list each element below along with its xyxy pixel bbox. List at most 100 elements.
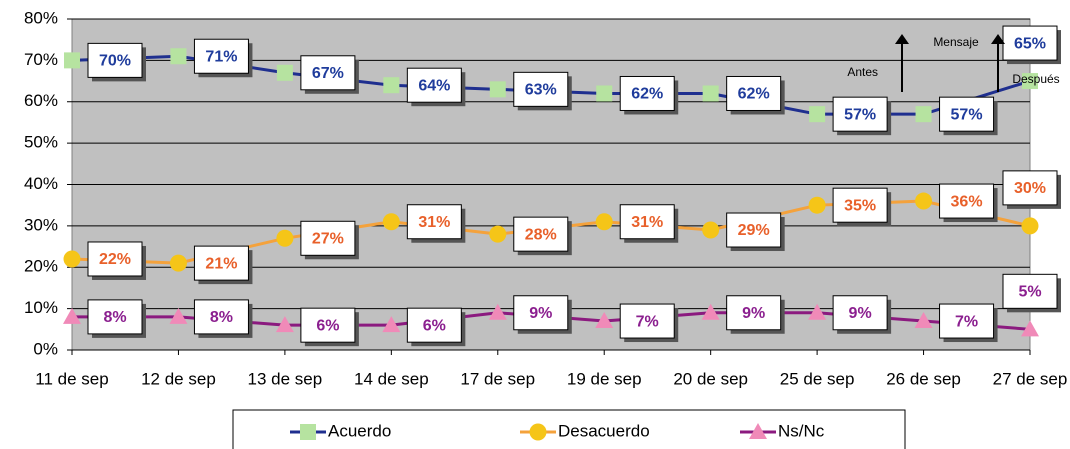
data-label: 6% bbox=[300, 307, 359, 347]
value-label: 64% bbox=[418, 77, 450, 94]
label-box bbox=[1002, 170, 1058, 206]
annotation: Mensaje bbox=[933, 35, 979, 49]
data-label: 29% bbox=[726, 212, 785, 252]
value-label: 71% bbox=[205, 48, 237, 65]
y-tick-label: 80% bbox=[24, 8, 58, 27]
label-box bbox=[1002, 273, 1058, 309]
data-label: 57% bbox=[939, 96, 998, 136]
data-label: 7% bbox=[939, 303, 998, 343]
marker bbox=[382, 316, 401, 333]
marker bbox=[808, 196, 826, 214]
data-label: 9% bbox=[726, 295, 785, 334]
data-label: 9% bbox=[513, 295, 572, 334]
value-label: 27% bbox=[312, 231, 344, 248]
annotation: Después bbox=[1012, 72, 1059, 86]
data-label: 67% bbox=[300, 55, 359, 94]
marker bbox=[169, 307, 188, 324]
data-label: 70% bbox=[87, 42, 146, 82]
label-box bbox=[619, 303, 675, 339]
label-box bbox=[87, 299, 143, 335]
data-label: 63% bbox=[513, 71, 572, 111]
value-label: 6% bbox=[316, 317, 339, 334]
label-box bbox=[193, 38, 249, 74]
label-box bbox=[832, 295, 888, 331]
label-box bbox=[726, 212, 782, 248]
x-tick-label: 25 de sep bbox=[780, 369, 855, 388]
label-box bbox=[726, 295, 782, 331]
marks: 70% 71% 67% 64% 63% 62% 62% 57% 57% 65% 22% 21% 27% 3… bbox=[63, 25, 1061, 347]
x-tick-label: 17 de sep bbox=[460, 369, 535, 388]
label-box bbox=[300, 220, 356, 256]
marker bbox=[63, 250, 81, 268]
marker bbox=[382, 213, 400, 231]
value-label: 22% bbox=[99, 251, 131, 268]
legend-label: Acuerdo bbox=[328, 421, 391, 440]
label-box bbox=[193, 245, 249, 281]
label-box bbox=[939, 183, 995, 219]
label-box bbox=[726, 75, 782, 111]
marker bbox=[702, 85, 719, 102]
data-label: 57% bbox=[832, 96, 892, 136]
marker bbox=[275, 316, 294, 333]
value-label: 57% bbox=[844, 106, 876, 123]
value-label: 57% bbox=[951, 106, 983, 123]
value-label: 8% bbox=[210, 309, 233, 326]
value-label: 30% bbox=[1014, 180, 1046, 197]
value-label: 7% bbox=[636, 313, 659, 330]
value-label: 9% bbox=[849, 305, 872, 322]
data-label: 21% bbox=[193, 245, 253, 285]
value-label: 35% bbox=[844, 197, 876, 214]
label-box bbox=[619, 75, 675, 111]
marker bbox=[276, 229, 294, 247]
data-label: 31% bbox=[619, 204, 679, 243]
marker bbox=[276, 64, 293, 81]
data-label: 5% bbox=[1002, 273, 1061, 313]
value-label: 9% bbox=[742, 305, 765, 322]
marker bbox=[702, 221, 720, 239]
x-tick-label: 26 de sep bbox=[886, 369, 961, 388]
legend bbox=[232, 409, 906, 449]
marker bbox=[595, 213, 613, 231]
marker bbox=[809, 106, 826, 123]
data-label: 9% bbox=[832, 295, 892, 334]
marker bbox=[1022, 73, 1038, 90]
y-tick-label: 0% bbox=[33, 339, 58, 358]
marker bbox=[915, 192, 933, 210]
x-tick-label: 13 de sep bbox=[248, 369, 323, 388]
marker bbox=[489, 81, 506, 98]
value-label: 9% bbox=[529, 305, 552, 322]
x-tick-label: 12 de sep bbox=[141, 369, 216, 388]
value-label: 7% bbox=[955, 313, 978, 330]
y-tick-label: 20% bbox=[24, 257, 58, 276]
label-box bbox=[513, 216, 569, 252]
data-label: 62% bbox=[726, 75, 785, 115]
x-tick-label: 11 de sep bbox=[35, 369, 108, 388]
data-label: 71% bbox=[193, 38, 253, 78]
legend-entries: Acuerdo Desacuerdo Ns/Nc bbox=[290, 421, 825, 441]
x-tick-label: 19 de sep bbox=[567, 369, 642, 388]
data-label: 30% bbox=[1002, 170, 1061, 209]
y-tick-label: 30% bbox=[24, 215, 58, 234]
data-label: 6% bbox=[406, 307, 466, 347]
label-box bbox=[619, 204, 675, 240]
x-tick-label: 27 de sep bbox=[993, 369, 1068, 388]
value-label: 62% bbox=[738, 86, 770, 103]
value-label: 63% bbox=[525, 82, 557, 99]
value-label: 36% bbox=[951, 193, 983, 210]
value-label: 62% bbox=[631, 86, 663, 103]
y-tick-label: 10% bbox=[24, 298, 58, 317]
data-label: 64% bbox=[406, 67, 466, 107]
marker bbox=[170, 48, 187, 65]
data-label: 8% bbox=[87, 299, 146, 338]
value-label: 29% bbox=[738, 222, 770, 239]
value-label: 67% bbox=[312, 65, 344, 82]
value-label: 8% bbox=[103, 309, 126, 326]
data-label: 22% bbox=[87, 241, 146, 280]
value-label: 31% bbox=[418, 214, 450, 231]
label-box bbox=[513, 71, 569, 107]
arrow-head bbox=[991, 34, 1005, 44]
label-box bbox=[193, 299, 249, 335]
arrow-head bbox=[895, 34, 909, 44]
data-label: 28% bbox=[513, 216, 572, 256]
